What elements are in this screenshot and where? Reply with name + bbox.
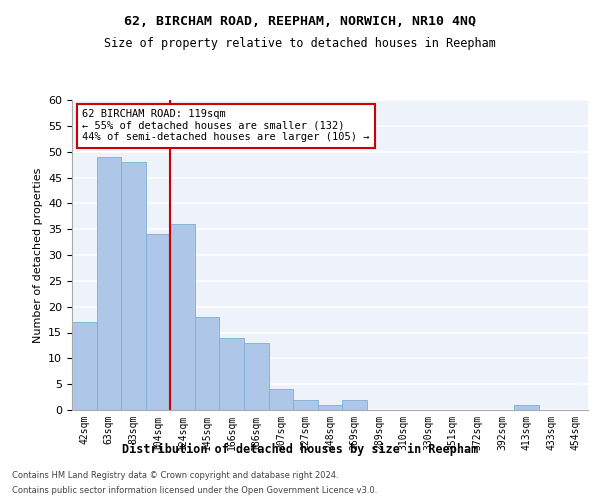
Text: Contains public sector information licensed under the Open Government Licence v3: Contains public sector information licen… [12,486,377,495]
Bar [269,390,293,410]
Bar [293,400,318,410]
Bar [220,338,244,410]
Bar [514,405,539,410]
Bar [342,400,367,410]
Text: Contains HM Land Registry data © Crown copyright and database right 2024.: Contains HM Land Registry data © Crown c… [12,471,338,480]
Text: 62 BIRCHAM ROAD: 119sqm
← 55% of detached houses are smaller (132)
44% of semi-d: 62 BIRCHAM ROAD: 119sqm ← 55% of detache… [82,110,370,142]
Bar [97,157,121,410]
Text: Distribution of detached houses by size in Reepham: Distribution of detached houses by size … [122,442,478,456]
Y-axis label: Number of detached properties: Number of detached properties [32,168,43,342]
Bar [146,234,170,410]
Bar [318,405,342,410]
Bar [170,224,195,410]
Text: Size of property relative to detached houses in Reepham: Size of property relative to detached ho… [104,38,496,51]
Bar [72,322,97,410]
Bar [244,343,269,410]
Bar [195,317,220,410]
Text: 62, BIRCHAM ROAD, REEPHAM, NORWICH, NR10 4NQ: 62, BIRCHAM ROAD, REEPHAM, NORWICH, NR10… [124,15,476,28]
Bar [121,162,146,410]
